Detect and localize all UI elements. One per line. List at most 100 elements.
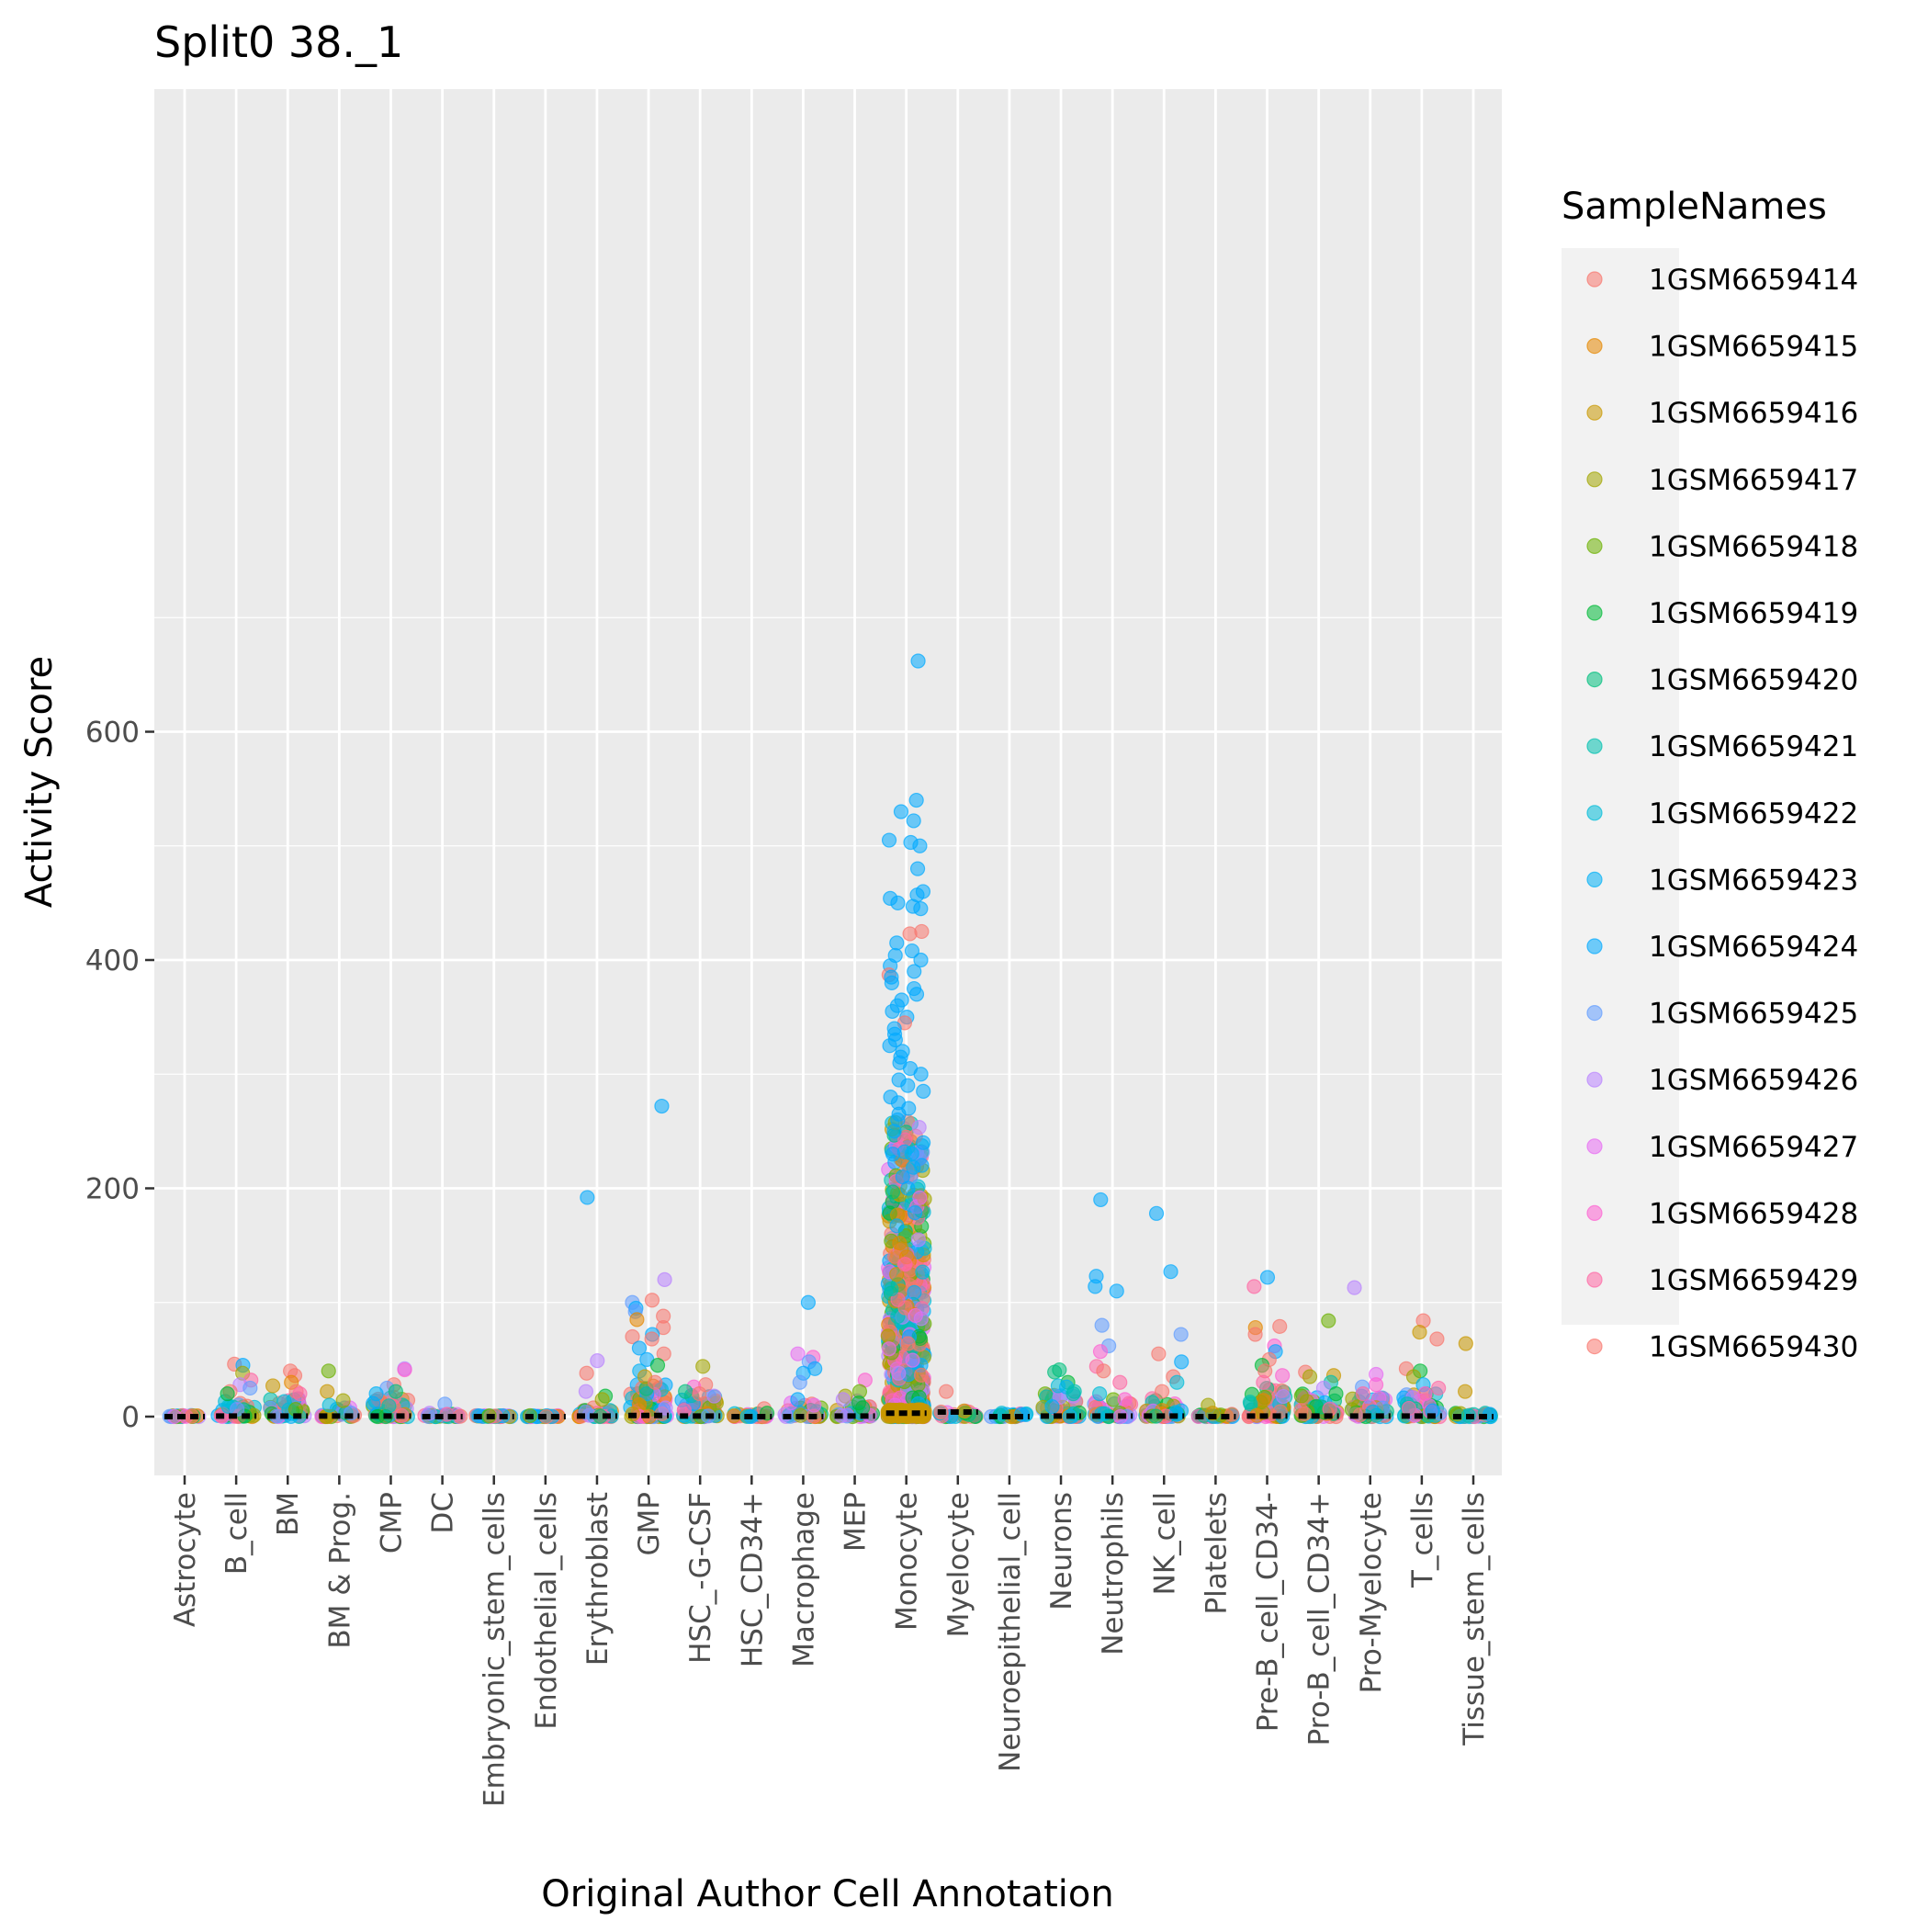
- data-point: [892, 1236, 908, 1251]
- x-tick-label: Pro-Myelocyte: [1355, 1492, 1388, 1693]
- data-point: [1243, 1396, 1258, 1412]
- x-tick-label: DC: [427, 1492, 460, 1534]
- legend-label: 1GSM6659421: [1649, 730, 1858, 763]
- data-point-outlier: [1321, 1313, 1336, 1328]
- data-point: [913, 1367, 930, 1383]
- legend-key: [1586, 604, 1603, 621]
- data-point-outlier: [882, 1038, 897, 1054]
- data-point: [900, 1336, 916, 1351]
- data-point-outlier: [790, 1392, 806, 1407]
- data-point: [658, 1400, 673, 1416]
- x-tick-label: Tissue_stem_cells: [1458, 1492, 1491, 1746]
- data-point-outlier: [1429, 1331, 1445, 1347]
- data-point-outlier: [910, 1232, 927, 1248]
- x-tick-label: Pre-B_cell_CD34-: [1252, 1492, 1285, 1732]
- data-point: [880, 1328, 896, 1344]
- data-point-outlier: [320, 1384, 335, 1399]
- data-point-outlier: [1096, 1363, 1111, 1379]
- legend-label: 1GSM6659416: [1649, 397, 1858, 430]
- data-point-outlier: [912, 838, 928, 853]
- legend-key: [1586, 1338, 1603, 1355]
- data-point-outlier: [1275, 1368, 1291, 1384]
- legend-title: SampleNames: [1562, 186, 1827, 228]
- data-point-outlier: [1272, 1318, 1288, 1334]
- data-point: [904, 1146, 919, 1162]
- legend-key: [1586, 471, 1603, 488]
- data-point-outlier: [1355, 1386, 1371, 1402]
- data-point-outlier: [692, 1386, 707, 1402]
- data-point: [907, 1284, 922, 1300]
- legend-label: 1GSM6659427: [1649, 1131, 1858, 1164]
- data-point-outlier: [1328, 1386, 1344, 1402]
- data-point-outlier: [1169, 1374, 1185, 1390]
- x-tick-label: Astrocyte: [169, 1492, 202, 1627]
- data-point-outlier: [1094, 1317, 1110, 1333]
- x-tick-label: CMP: [375, 1492, 408, 1554]
- data-point-outlier: [910, 653, 926, 669]
- data-point-outlier: [242, 1380, 258, 1396]
- data-point-outlier: [1092, 1344, 1109, 1360]
- data-point: [884, 1281, 899, 1297]
- data-point: [891, 1365, 907, 1381]
- grid-lines: [154, 89, 1502, 1475]
- data-point-outlier: [900, 1181, 916, 1196]
- data-point-outlier: [1458, 1336, 1473, 1351]
- legend-items: 1GSM6659414 1GSM6659415 1GSM6659416 1GSM665…: [1586, 264, 1858, 1364]
- y-axis-label: Activity Score: [18, 656, 61, 908]
- data-point-outlier: [851, 1395, 866, 1411]
- legend-key: [1586, 805, 1603, 821]
- data-point: [230, 1401, 245, 1417]
- x-axis-label: Original Author Cell Annotation: [541, 1873, 1113, 1915]
- y-tick-label: 0: [121, 1401, 140, 1434]
- data-point-outlier: [1148, 1205, 1165, 1221]
- x-tick-label: T_cells: [1406, 1492, 1439, 1588]
- data-point-outlier: [893, 804, 909, 819]
- data-point-outlier: [792, 1374, 807, 1390]
- legend-key-background: [1562, 248, 1679, 1325]
- data-point-outlier: [909, 861, 926, 876]
- data-point-outlier: [590, 1353, 605, 1369]
- legend-label: 1GSM6659423: [1649, 864, 1858, 897]
- data-point-outlier: [939, 1384, 954, 1399]
- x-tick-label: Macrophage: [787, 1492, 820, 1667]
- legend-label: 1GSM6659422: [1649, 797, 1858, 830]
- x-tick-label: Monocyte: [891, 1492, 924, 1631]
- axes: 0 200 400 600 Astrocyte B_cell BM BM & Prog. CMP…: [85, 717, 1491, 1807]
- data-point-outlier: [654, 1098, 670, 1114]
- data-point-outlier: [1315, 1380, 1332, 1396]
- data-point-outlier: [678, 1384, 693, 1399]
- legend-label: 1GSM6659425: [1649, 998, 1858, 1031]
- data-point-outlier: [657, 1271, 672, 1288]
- data-point-outlier: [1109, 1283, 1124, 1299]
- x-tick-label: HSC_-G-CSF: [684, 1492, 717, 1664]
- data-point: [889, 1218, 905, 1234]
- data-point-outlier: [1417, 1386, 1433, 1402]
- data-point-outlier: [1163, 1264, 1178, 1280]
- data-point-outlier: [1347, 1280, 1362, 1295]
- chart-title: Split0 38._1: [154, 17, 403, 67]
- legend-label: 1GSM6659424: [1649, 931, 1858, 964]
- data-point-outlier: [889, 935, 905, 951]
- data-point-outlier: [321, 1363, 336, 1379]
- legend-key: [1586, 1204, 1603, 1222]
- plot-panel: [154, 89, 1502, 1475]
- data-point-outlier: [625, 1328, 640, 1345]
- x-tick-label: MEP: [840, 1492, 873, 1552]
- data-point-outlier: [578, 1384, 594, 1399]
- data-point-outlier: [835, 1392, 851, 1407]
- data-point-outlier: [806, 1397, 822, 1413]
- data-point-outlier: [914, 1158, 930, 1173]
- data-point: [911, 1120, 927, 1135]
- data-point-outlier: [1246, 1279, 1262, 1294]
- data-point-outlier: [1431, 1380, 1447, 1396]
- legend-key: [1586, 404, 1603, 421]
- data-point: [907, 1205, 923, 1221]
- legend: SampleNames 1GSM66594141GSM66594151GSM66…: [1562, 186, 1858, 1364]
- data-point-outlier: [915, 1135, 931, 1150]
- data-point: [912, 1190, 928, 1205]
- x-tick-label: Neutrophils: [1097, 1492, 1130, 1655]
- data-point: [885, 1184, 901, 1200]
- data-point-outlier: [1117, 1392, 1133, 1407]
- data-point: [881, 1341, 897, 1357]
